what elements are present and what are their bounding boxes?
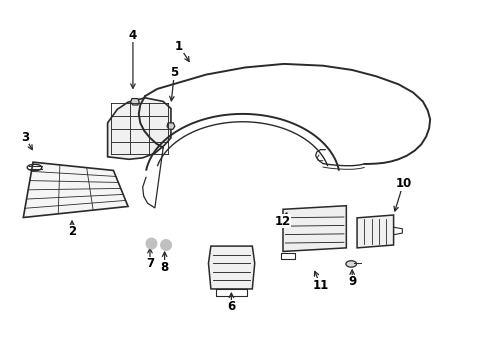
Text: 4: 4 (129, 29, 137, 42)
Polygon shape (283, 206, 346, 251)
Text: 7: 7 (146, 257, 154, 270)
Text: 2: 2 (68, 225, 76, 238)
Text: 5: 5 (170, 66, 178, 79)
Polygon shape (130, 99, 139, 105)
Text: 8: 8 (161, 261, 169, 274)
Text: 1: 1 (175, 40, 183, 53)
Text: 9: 9 (348, 275, 356, 288)
Ellipse shape (146, 238, 157, 249)
Polygon shape (167, 123, 175, 129)
Polygon shape (24, 162, 128, 217)
Ellipse shape (346, 261, 357, 267)
Polygon shape (357, 215, 393, 248)
Text: 6: 6 (227, 300, 236, 313)
Text: 10: 10 (395, 177, 412, 190)
Polygon shape (208, 246, 255, 289)
Text: 11: 11 (313, 279, 329, 292)
Polygon shape (108, 98, 171, 159)
Text: 12: 12 (274, 215, 291, 228)
Ellipse shape (161, 240, 171, 250)
Text: 3: 3 (21, 131, 29, 144)
